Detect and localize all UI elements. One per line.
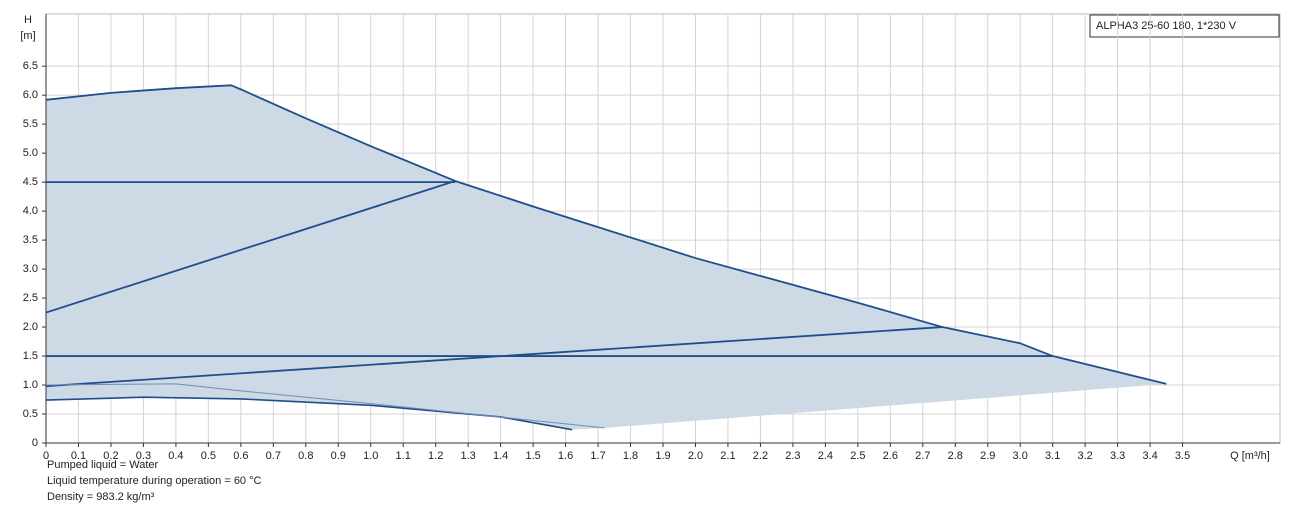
y-axis-label: H	[24, 14, 32, 26]
curve	[45, 326, 943, 388]
note: Density = 983.2 kg/m³	[47, 491, 155, 503]
x-tick-label: 3.4	[1142, 450, 1157, 462]
x-tick-label: 2.2	[753, 450, 768, 462]
x-tick-label: 1.3	[461, 450, 476, 462]
x-tick-label: 0.9	[331, 450, 346, 462]
x-tick-label: 0	[43, 450, 49, 462]
y-tick-label: 5.5	[23, 118, 38, 130]
x-tick-label: 3.3	[1110, 450, 1125, 462]
x-tick-label: 2.5	[850, 450, 865, 462]
x-tick-label: 0.6	[233, 450, 248, 462]
legend-text: ALPHA3 25-60 180, 1*230 V	[1096, 20, 1237, 32]
x-tick-label: 2.8	[948, 450, 963, 462]
x-tick-label: 1.2	[428, 450, 443, 462]
x-tick-label: 1.6	[558, 450, 573, 462]
x-axis-label: Q [m³/h]	[1230, 450, 1270, 462]
note: Liquid temperature during operation = 60…	[47, 475, 262, 487]
legend-box	[1089, 14, 1280, 38]
x-tick-label: 1.4	[493, 450, 508, 462]
x-tick-label: 2.4	[818, 450, 833, 462]
y-tick-label: 1.0	[23, 379, 38, 391]
x-tick-label: 0.1	[71, 450, 86, 462]
y-tick-label: 2.5	[23, 292, 38, 304]
x-tick-label: 2.3	[785, 450, 800, 462]
x-tick-label: 0.7	[266, 450, 281, 462]
x-tick-label: 1.9	[655, 450, 670, 462]
y-tick-label: 4.0	[23, 205, 38, 217]
x-tick-label: 0.8	[298, 450, 313, 462]
x-tick-label: 2.0	[688, 450, 703, 462]
x-tick-label: 3.1	[1045, 450, 1060, 462]
x-tick-label: 2.1	[720, 450, 735, 462]
y-tick-label: 3.0	[23, 263, 38, 275]
x-tick-label: 1.7	[590, 450, 605, 462]
curve	[45, 396, 573, 431]
y-tick-label: 4.5	[23, 176, 38, 188]
x-tick-label: 3.5	[1175, 450, 1190, 462]
x-tick-label: 0.3	[136, 450, 151, 462]
y-tick-label: 2.0	[23, 321, 38, 333]
x-tick-label: 2.7	[915, 450, 930, 462]
x-tick-label: 0.4	[168, 450, 183, 462]
x-tick-label: 1.5	[525, 450, 540, 462]
y-tick-label: 0	[32, 437, 38, 449]
x-tick-label: 0.5	[201, 450, 216, 462]
y-tick-label: 0.5	[23, 408, 38, 420]
curve	[45, 180, 456, 314]
x-tick-label: 2.9	[980, 450, 995, 462]
x-tick-label: 2.6	[883, 450, 898, 462]
x-tick-label: 3.2	[1078, 450, 1093, 462]
y-tick-label: 6.5	[23, 60, 38, 72]
y-tick-label: 1.5	[23, 350, 38, 362]
curve	[45, 383, 605, 429]
y-tick-label: 6.0	[23, 89, 38, 101]
y-tick-label: 5.0	[23, 147, 38, 159]
operating-area	[46, 85, 1167, 430]
x-tick-label: 3.0	[1013, 450, 1028, 462]
x-tick-label: 0.2	[103, 450, 118, 462]
x-tick-label: 1.1	[396, 450, 411, 462]
y-axis-unit: [m]	[20, 30, 35, 42]
x-tick-label: 1.8	[623, 450, 638, 462]
x-tick-label: 1.0	[363, 450, 378, 462]
note: Pumped liquid = Water	[47, 459, 159, 471]
y-tick-label: 3.5	[23, 234, 38, 246]
